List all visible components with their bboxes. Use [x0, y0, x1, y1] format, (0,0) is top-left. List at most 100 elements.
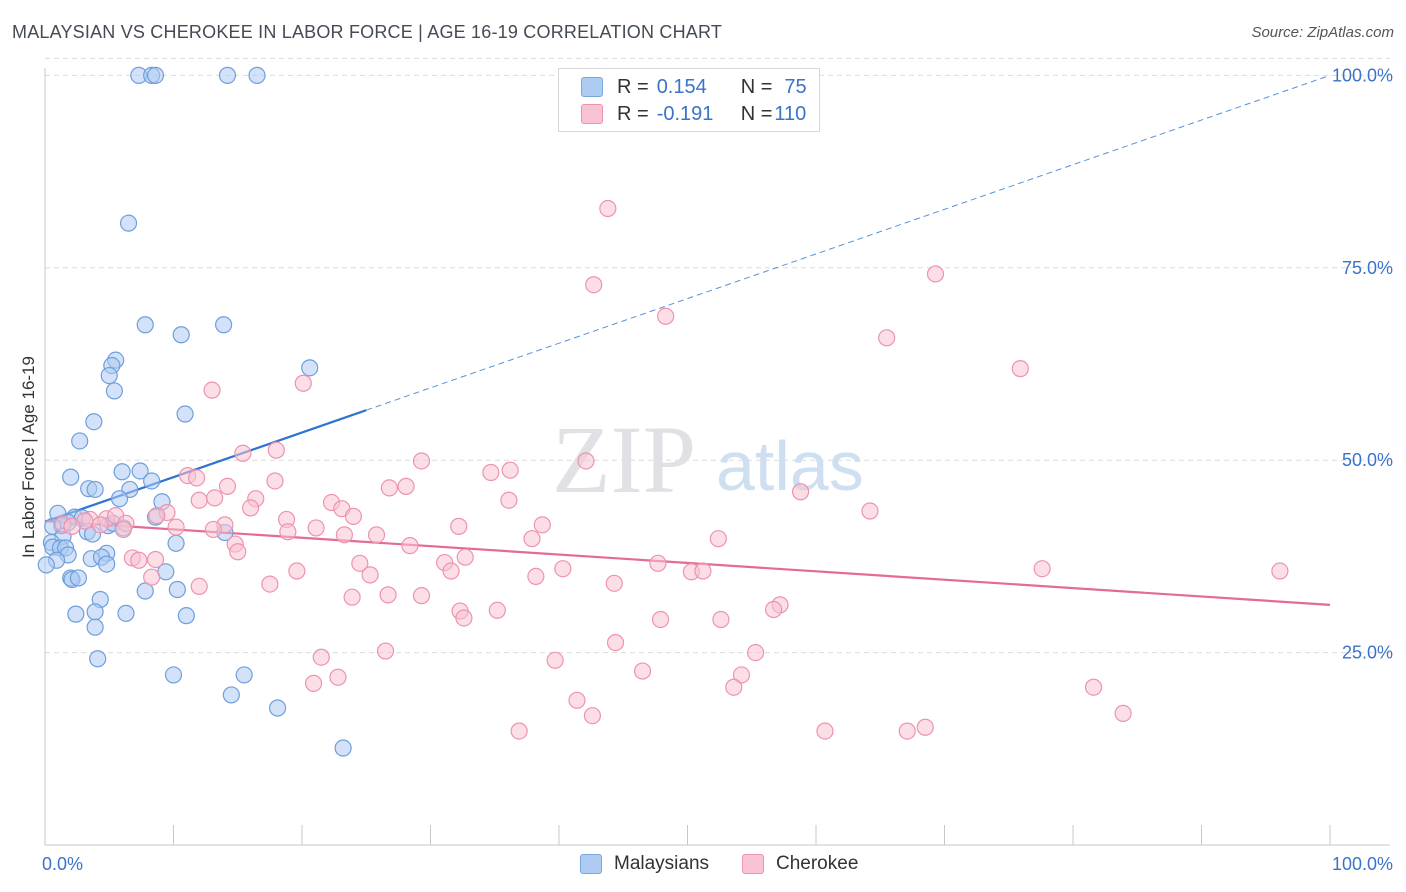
bottom-legend-label-cherokee: Cherokee	[776, 853, 859, 874]
cherokee-point	[367, 526, 386, 544]
malaysian-point	[218, 66, 237, 84]
bottom-legend-swatch-cherokee	[742, 854, 764, 874]
cherokee-point	[482, 463, 500, 482]
legend-row-cherokee: R = -0.191 N = 110	[581, 102, 806, 126]
cherokee-point	[279, 523, 297, 541]
cherokee-point	[148, 507, 166, 525]
malaysian-point	[167, 534, 185, 552]
cherokee-point	[694, 562, 712, 580]
malaysian-point	[98, 555, 116, 573]
correlation-legend: R = 0.154 N = 75 R = -0.191 N = 110	[558, 68, 820, 132]
malaysian-point	[131, 462, 149, 480]
watermark: ZIP atlas	[552, 406, 864, 513]
malaysian-point	[235, 666, 253, 684]
cherokee-point	[712, 610, 730, 629]
y-tick-label: 25.0%	[1342, 643, 1393, 663]
x-tick-label: 0.0%	[42, 854, 83, 874]
cherokee-point	[546, 651, 564, 669]
cherokee-point	[114, 520, 132, 539]
y-axis-label: In Labor Force | Age 16-19	[19, 356, 38, 558]
cherokee-point	[234, 444, 252, 462]
legend-r-value: -0.191	[656, 102, 714, 125]
cherokee-point	[63, 517, 81, 535]
cherokee-point	[376, 642, 395, 660]
cherokee-point	[218, 477, 237, 495]
cherokee-point	[1271, 562, 1289, 580]
malaysian-point	[268, 699, 287, 717]
legend-r-label: R =	[617, 102, 649, 125]
malaysian-point	[71, 432, 89, 450]
malaysian-point	[334, 739, 352, 757]
malaysian-point	[117, 604, 135, 622]
cherokee-point	[633, 662, 652, 680]
cherokee-point	[898, 722, 916, 740]
cherokee-point	[261, 575, 279, 593]
cherokee-point	[649, 554, 667, 572]
cherokee-point	[412, 587, 431, 605]
cherokee-point	[361, 566, 379, 584]
legend-n-value: 110	[774, 102, 807, 125]
cherokee-point	[450, 517, 468, 535]
malaysian-point	[222, 686, 240, 704]
legend-r-value: 0.154	[656, 75, 707, 98]
cherokee-point	[204, 520, 222, 539]
cherokee-point	[1011, 360, 1029, 378]
cherokee-point	[500, 491, 518, 509]
points-layer	[37, 66, 1289, 757]
watermark-atlas: atlas	[716, 427, 864, 505]
malaysian-point	[85, 413, 103, 431]
malaysian-point	[143, 472, 161, 490]
cherokee-point	[926, 265, 945, 283]
y-tick-label: 100.0%	[1332, 65, 1393, 85]
malaysian-point	[89, 650, 107, 668]
malaysian-point	[86, 618, 104, 636]
cherokee-point	[747, 643, 765, 662]
cherokee-point	[455, 609, 473, 627]
source-credit: Source: ZipAtlas.com	[1251, 24, 1394, 41]
cherokee-point	[190, 577, 208, 596]
cherokee-point	[510, 722, 528, 740]
cherokee-point	[343, 588, 361, 606]
trend-layer	[44, 74, 1331, 606]
malaysian-point	[67, 605, 85, 623]
watermark-zip: ZIP	[552, 406, 696, 513]
malaysian-trend-line	[44, 409, 367, 523]
cherokee-point	[401, 537, 419, 555]
cherokee-point	[206, 489, 224, 507]
malaysian-point	[62, 468, 80, 486]
cherokee-point	[725, 678, 743, 696]
bottom-legend-malaysians: Malaysians	[580, 852, 709, 876]
cherokee-point	[294, 374, 312, 392]
cherokee-point	[91, 516, 109, 534]
cherokee-point	[709, 530, 727, 548]
cherokee-point	[456, 548, 474, 566]
cherokee-point	[1114, 704, 1132, 722]
y-tick-label: 50.0%	[1342, 450, 1393, 470]
cherokee-point	[791, 483, 810, 501]
bottom-legend-swatch-malaysians	[580, 854, 602, 874]
legend-n-label: N =	[740, 75, 773, 98]
cherokee-point	[599, 199, 617, 218]
malaysian-point	[301, 359, 319, 377]
y-tick-label: 75.0%	[1342, 258, 1393, 278]
cherokee-point	[267, 441, 285, 459]
malaysian-point	[69, 569, 88, 587]
malaysian-point	[168, 580, 186, 599]
cherokee-point	[577, 452, 595, 470]
legend-r-label: R =	[617, 75, 649, 98]
cherokee-point	[335, 526, 354, 544]
cherokee-point	[130, 551, 148, 569]
malaysian-point	[110, 490, 129, 508]
malaysian-point	[100, 366, 118, 385]
cherokee-point	[501, 461, 519, 479]
cherokee-point	[304, 674, 323, 692]
malaysian-point	[105, 382, 123, 400]
malaysian-point	[164, 666, 183, 684]
malaysian-point	[172, 326, 190, 344]
malaysian-point	[86, 480, 104, 499]
cherokee-point	[527, 567, 545, 586]
cherokee-point	[488, 601, 506, 619]
legend-n-value: 75	[784, 75, 807, 98]
cherokee-point	[878, 329, 896, 347]
